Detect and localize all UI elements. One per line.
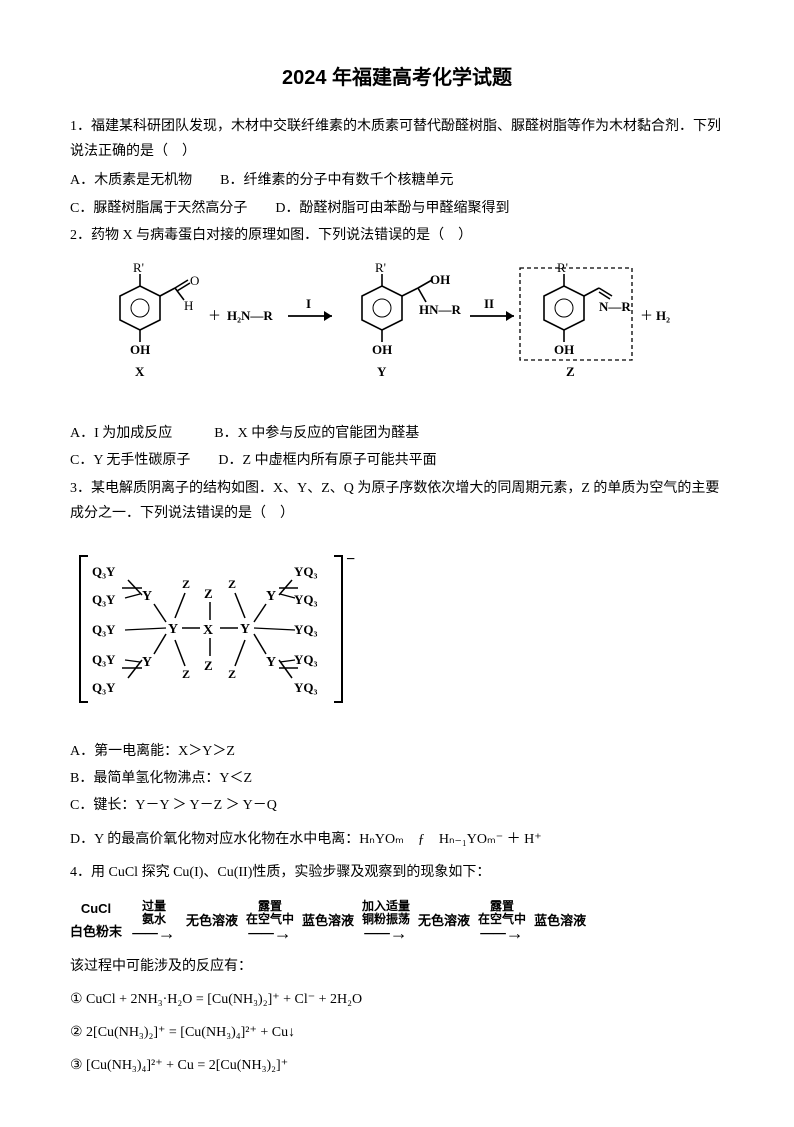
q1-opts-cd: C．脲醛树脂属于天然高分子 D．酚醛树脂可由苯酚与甲醛缩聚得到 bbox=[70, 196, 724, 221]
flow-a4a: 露置 bbox=[490, 899, 514, 913]
page-title: 2024 年福建高考化学试题 bbox=[70, 60, 724, 96]
q1-stem: 1．福建某科研团队发现，木材中交联纤维素的木质素可替代酚醛树脂、脲醛树脂等作为木… bbox=[70, 114, 724, 164]
x-label: X bbox=[135, 364, 145, 379]
flow-n4: 蓝色溶液 bbox=[534, 909, 586, 932]
q3-opt-d: D．Y 的最高价氧化物对应水化物在水中电离：HₙYOₘ ƒ Hₙ₋₁YOₘ⁻ ＋… bbox=[70, 827, 724, 852]
q2-opts-ab: A．I 为加成反应 B．X 中参与反应的官能团为醛基 bbox=[70, 421, 724, 446]
z-r1: Z bbox=[228, 577, 236, 591]
yq3-r5: YQ₃ bbox=[294, 680, 318, 695]
h-label-x: H bbox=[184, 298, 193, 313]
rprime-label: R' bbox=[133, 260, 144, 275]
z-label: Z bbox=[566, 364, 575, 379]
arrow-icon: ──→ bbox=[132, 926, 176, 940]
yq3-r4: YQ₃ bbox=[294, 652, 318, 667]
q3-opt-b: B．最简单氢化物沸点：Y＜Z bbox=[70, 766, 724, 791]
q4-stem: 4．用 CuCl 探究 Cu(I)、Cu(II)性质，实验步骤及观察到的现象如下… bbox=[70, 860, 724, 885]
step-i-label: I bbox=[306, 296, 311, 311]
q3-stem: 3．某电解质阴离子的结构如图．X、Y、Z、Q 为原子序数依次增大的同周期元素，Z… bbox=[70, 476, 724, 526]
q4-flow: CuCl 白色粉末 过量 氨水 ──→ 无色溶液 露置 在空气中 ──→ 蓝色溶… bbox=[70, 897, 724, 944]
flow-a2a: 露置 bbox=[258, 899, 282, 913]
q3-opt-c: C．键长：Y－Y ＞ Y－Z ＞ Y－Q bbox=[70, 793, 724, 818]
z-top: Z bbox=[204, 586, 213, 601]
q3-figure: − X Z Z Y Z Z Y Y Q₃Y Q₃Y Q₃Y Q₃Y Q₃Y bbox=[70, 538, 724, 727]
step-ii-label: II bbox=[484, 296, 494, 311]
o-label-x: O bbox=[190, 273, 199, 288]
flow-a3a: 加入适量 bbox=[362, 899, 410, 913]
q4-eq2: ② 2[Cu(NH₃)₂]⁺ = [Cu(NH₃)₄]²⁺ + Cu↓ bbox=[70, 1020, 724, 1045]
flow-a1a: 过量 bbox=[142, 899, 166, 913]
q2-stem: 2．药物 X 与病毒蛋白对接的原理如图．下列说法错误的是（ ） bbox=[70, 223, 724, 248]
plus-2: ＋ bbox=[640, 308, 653, 323]
flow-n0a: CuCl bbox=[70, 897, 122, 920]
q1-opts-ab: A．木质素是无机物 B．纤维素的分子中有数千个核糖单元 bbox=[70, 168, 724, 193]
q3y-l1: Q₃Y bbox=[92, 564, 116, 579]
q3y-l4: Q₃Y bbox=[92, 652, 116, 667]
z-bot: Z bbox=[204, 658, 213, 673]
q4-eq3: ③ [Cu(NH₃)₄]²⁺ + Cu = 2[Cu(NH₃)₂]⁺ bbox=[70, 1053, 724, 1078]
q3y-l5: Q₃Y bbox=[92, 680, 116, 695]
rprime-z: R' bbox=[557, 260, 568, 275]
y-label: Y bbox=[377, 364, 387, 379]
hnr-y: HN—R bbox=[419, 302, 462, 317]
y-lu: Y bbox=[142, 589, 152, 604]
oh-label-x: OH bbox=[130, 342, 150, 357]
y-rd: Y bbox=[266, 655, 276, 670]
z-r2: Z bbox=[228, 667, 236, 681]
z-l2: Z bbox=[182, 667, 190, 681]
minus-charge: − bbox=[346, 551, 355, 568]
h2nr-label: H₂N—R bbox=[227, 308, 273, 323]
oh-z: OH bbox=[554, 342, 574, 357]
q4-eq1: ① CuCl + 2NH₃·H₂O = [Cu(NH₃)₂]⁺ + Cl⁻ + … bbox=[70, 987, 724, 1012]
y-ru: Y bbox=[266, 589, 276, 604]
flow-n0b: 白色粉末 bbox=[70, 920, 122, 943]
q2-figure: R' OH O H X ＋ H₂N—R I R' OH bbox=[70, 260, 724, 409]
q2-opts-cd: C．Y 无手性碳原子 D．Z 中虚框内所有原子可能共平面 bbox=[70, 448, 724, 473]
q3y-l3: Q₃Y bbox=[92, 622, 116, 637]
flow-n3: 无色溶液 bbox=[418, 909, 470, 932]
q3y-l2: Q₃Y bbox=[92, 592, 116, 607]
oh-y-bottom: OH bbox=[372, 342, 392, 357]
arrow-icon: ──→ bbox=[248, 926, 292, 940]
h2o-label: H₂O bbox=[656, 308, 670, 323]
yq3-r2: YQ₃ bbox=[294, 592, 318, 607]
flow-n1: 无色溶液 bbox=[186, 909, 238, 932]
yq3-r1: YQ₃ bbox=[294, 564, 318, 579]
yq3-r3: YQ₃ bbox=[294, 622, 318, 637]
plus-1: ＋ bbox=[208, 308, 221, 323]
y-left: Y bbox=[168, 622, 178, 637]
q4-note: 该过程中可能涉及的反应有： bbox=[70, 954, 724, 979]
arrow-icon: ──→ bbox=[480, 926, 524, 940]
rprime-y: R' bbox=[375, 260, 386, 275]
flow-n2: 蓝色溶液 bbox=[302, 909, 354, 932]
oh-y-side: OH bbox=[430, 272, 450, 287]
z-l1: Z bbox=[182, 577, 190, 591]
q3-opt-a: A．第一电离能：X＞Y＞Z bbox=[70, 739, 724, 764]
x-center: X bbox=[203, 623, 213, 638]
y-ld: Y bbox=[142, 655, 152, 670]
arrow-icon: ──→ bbox=[364, 926, 408, 940]
y-right: Y bbox=[240, 622, 250, 637]
nr-z: N—R bbox=[599, 299, 631, 314]
